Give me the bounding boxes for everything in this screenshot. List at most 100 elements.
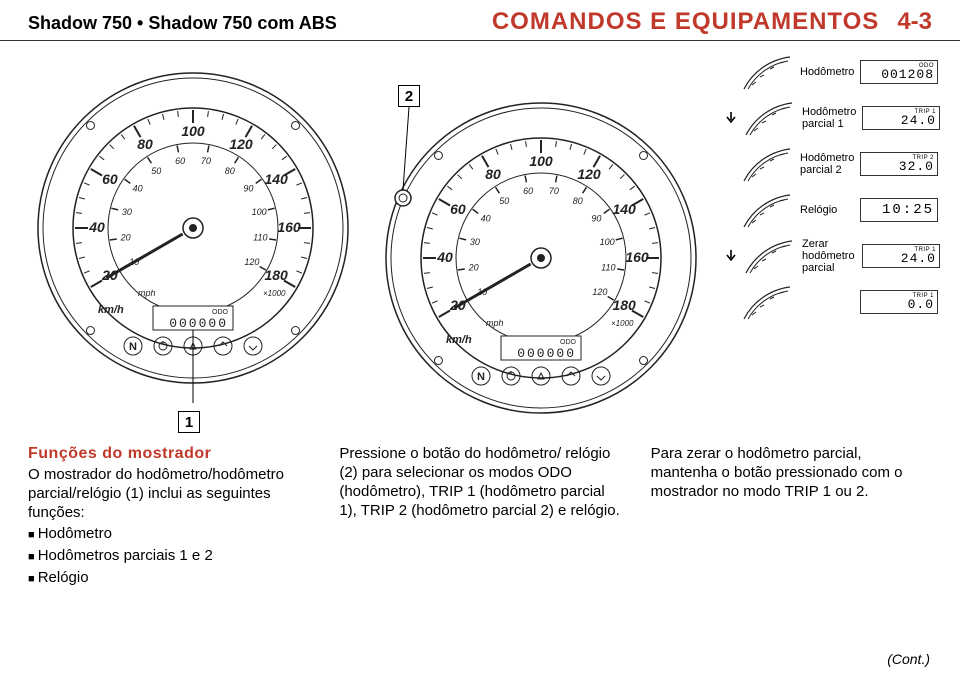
svg-text:100: 100 [252,207,267,217]
speedometer-2: 2040608010012014016018010203040506070809… [376,83,706,433]
body-text: Funções do mostrador O mostrador do hodô… [0,444,960,590]
svg-text:80: 80 [137,136,153,152]
col-funcoes: Funções do mostrador O mostrador do hodô… [28,444,309,590]
svg-text:ODO: ODO [560,339,577,346]
svg-text:40: 40 [481,214,491,224]
pressione-text: Pressione o botão do hodômetro/ relógio … [339,444,620,520]
legend-lcd: TRIP 124.0 [862,244,940,268]
svg-text:140: 140 [612,201,636,217]
header-section: COMANDOS E EQUIPAMENTOS 4-3 [492,8,932,36]
svg-text:30: 30 [122,207,132,217]
svg-text:110: 110 [601,263,615,273]
svg-text:N: N [129,341,137,353]
callout-2: 2 [398,85,420,107]
col-zerar: Para zerar o hodômetro parcial, mantenha… [651,444,932,590]
svg-text:140: 140 [264,171,288,187]
dial-fragment-icon [740,237,798,275]
col-pressione: Pressione o botão do hodômetro/ relógio … [339,444,620,590]
figure-row: 2040608010012014016018010203040506070809… [0,41,960,438]
svg-text:60: 60 [523,186,533,196]
svg-text:mph: mph [138,288,156,298]
svg-text:60: 60 [175,156,185,166]
callout-1: 1 [178,411,200,433]
svg-text:×1000: ×1000 [611,319,634,328]
svg-text:40: 40 [133,184,143,194]
svg-text:80: 80 [225,166,235,176]
list-item: Relógio [28,568,309,589]
svg-text:60: 60 [102,171,118,187]
continuation-marker: (Cont.) [887,651,930,667]
arrow-down-icon [724,111,738,125]
dial-fragment-icon [740,99,798,137]
svg-text:20: 20 [120,233,131,243]
svg-text:120: 120 [592,287,607,297]
svg-text:30: 30 [470,237,480,247]
legend-row: Zerar hodômetro parcialTRIP 124.0 [724,237,960,275]
svg-text:000000: 000000 [517,346,576,361]
page-header: Shadow 750 • Shadow 750 com ABS COMANDOS… [0,0,960,41]
svg-text:120: 120 [229,136,253,152]
legend-lcd: TRIP 124.0 [862,106,940,130]
section-title: COMANDOS E EQUIPAMENTOS [492,8,879,36]
svg-text:100: 100 [600,237,615,247]
svg-text:120: 120 [577,166,601,182]
legend-label: Zerar hodômetro parcial [802,238,862,274]
svg-text:km/h: km/h [98,304,124,316]
svg-text:100: 100 [529,153,553,169]
legend-row: Hodômetro parcial 2TRIP 232.0 [724,145,960,183]
svg-text:mph: mph [486,318,504,328]
svg-text:90: 90 [243,184,253,194]
svg-text:180: 180 [612,297,636,313]
svg-text:40: 40 [88,219,105,235]
svg-text:000000: 000000 [169,316,228,331]
legend-row: Relógio10:25 [724,191,960,229]
gauge-2-container: 2 20406080100120140160180102030405060708… [376,83,706,438]
svg-text:80: 80 [573,196,583,206]
svg-text:110: 110 [253,233,267,243]
dial-fragment-icon [738,191,796,229]
gauge-1-container: 2040608010012014016018010203040506070809… [28,53,358,438]
svg-text:km/h: km/h [446,334,472,346]
legend-lcd: TRIP 232.0 [860,152,938,176]
svg-text:90: 90 [591,214,601,224]
list-item: Hodômetros parciais 1 e 2 [28,546,309,567]
svg-text:70: 70 [201,156,211,166]
list-item: Hodômetro [28,524,309,545]
dial-fragment-icon [738,53,796,91]
svg-text:100: 100 [181,123,205,139]
svg-text:180: 180 [264,267,288,283]
zerar-text: Para zerar o hodômetro parcial, mantenha… [651,444,932,501]
legend-label: Hodômetro [800,66,860,78]
funcoes-title: Funções do mostrador [28,444,309,463]
page-number: 4-3 [897,8,932,36]
svg-text:20: 20 [468,263,479,273]
legend-row: Hodômetro parcial 1TRIP 124.0 [724,99,960,137]
legend-row: HodômetroODO001208 [724,53,960,91]
dial-fragment-icon [738,283,796,321]
legend-lcd: TRIP 10.0 [860,290,938,314]
svg-text:60: 60 [450,201,466,217]
svg-text:80: 80 [485,166,501,182]
svg-text:160: 160 [277,219,301,235]
funcoes-body: O mostrador do hodômetro/hodômetro parci… [28,465,309,522]
svg-text:50: 50 [151,166,161,176]
legend-lcd: ODO001208 [860,60,938,84]
svg-text:ODO: ODO [212,309,229,316]
svg-text:40: 40 [436,249,453,265]
legend-row: TRIP 10.0 [724,283,960,321]
svg-text:160: 160 [625,249,649,265]
header-model: Shadow 750 • Shadow 750 com ABS [28,13,337,34]
legend-lcd: 10:25 [860,198,938,222]
dial-fragment-icon [738,145,796,183]
speedometer-1: 2040608010012014016018010203040506070809… [28,53,358,403]
arrow-down-icon [724,249,738,263]
legend-label: Relógio [800,204,860,216]
svg-text:70: 70 [549,186,559,196]
legend-label: Hodômetro parcial 2 [800,152,860,176]
svg-text:120: 120 [244,257,259,267]
display-legend: HodômetroODO001208 Hodômetro parcial 1TR… [724,53,960,438]
svg-text:N: N [477,371,485,383]
funcoes-list: HodômetroHodômetros parciais 1 e 2Relógi… [28,524,309,589]
svg-text:50: 50 [499,196,509,206]
legend-label: Hodômetro parcial 1 [802,106,862,130]
